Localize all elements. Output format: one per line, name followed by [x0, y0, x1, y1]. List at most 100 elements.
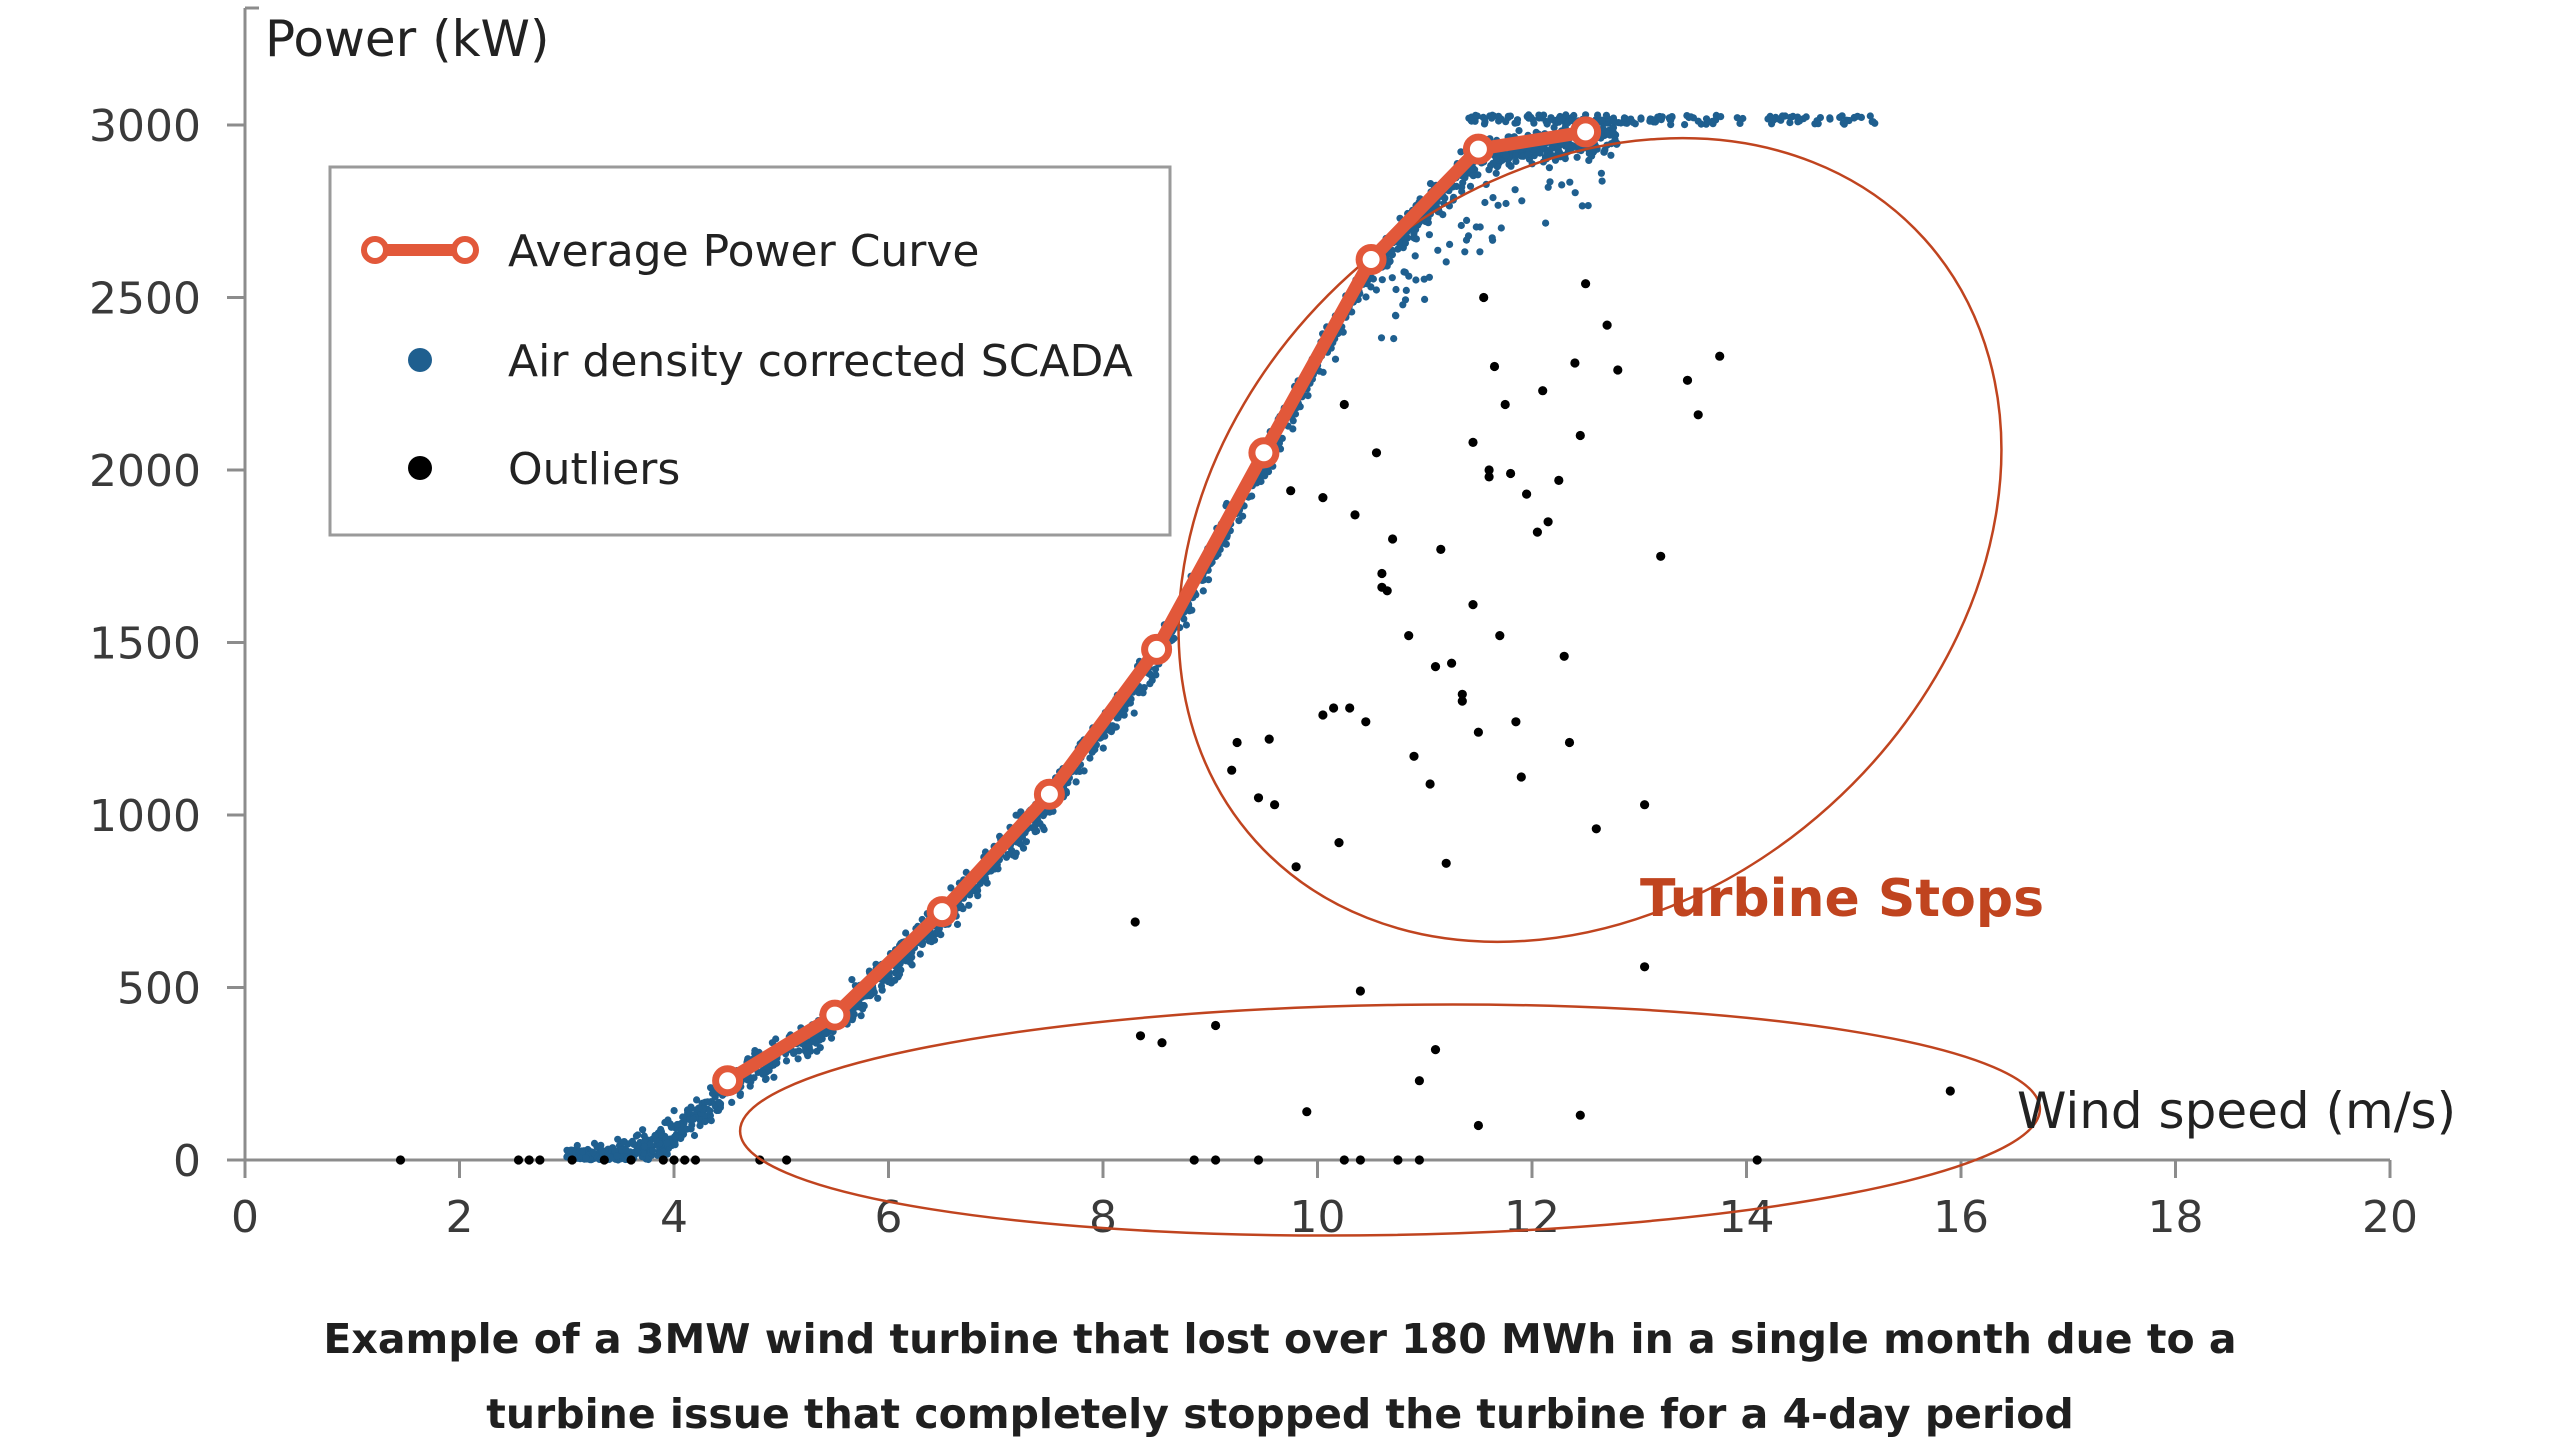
scada-point [1474, 171, 1482, 179]
y-tick-label: 1500 [89, 619, 201, 670]
scada-point [1511, 186, 1519, 194]
outlier-point [1447, 658, 1457, 668]
outlier-point [1715, 351, 1725, 361]
scada-point [770, 1073, 778, 1081]
scada-point [671, 1132, 680, 1141]
axis-labels: Power (kW) Wind speed (m/s) [265, 10, 2456, 1140]
y-tick-label: 3000 [89, 101, 201, 152]
outlier-point [1227, 765, 1237, 775]
scada-point [1561, 155, 1569, 163]
scada-point [1458, 187, 1466, 196]
scada-point [640, 1142, 649, 1151]
outlier-point [669, 1155, 679, 1165]
outlier-point [680, 1155, 690, 1165]
outlier-point [1355, 986, 1365, 996]
scada-point [1180, 615, 1188, 623]
x-tick-label: 16 [1933, 1192, 1989, 1243]
scada-point [794, 1055, 802, 1063]
outlier-point [1361, 717, 1371, 727]
outlier-point [1441, 858, 1451, 868]
turbine-stops-ellipse [1177, 136, 2003, 944]
caption-line-1: Example of a 3MW wind turbine that lost … [323, 1315, 2237, 1363]
outlier-point [1189, 1155, 1199, 1165]
scada-point [690, 1131, 699, 1140]
scada-point [1425, 231, 1433, 239]
legend-marker [361, 236, 389, 264]
scada-point [1598, 116, 1606, 124]
scada-point [1778, 112, 1786, 120]
scada-point [1515, 127, 1523, 135]
scada-point [1502, 118, 1510, 126]
scada-point [1497, 224, 1505, 232]
outlier-point [1682, 375, 1693, 385]
scada-point [1704, 117, 1712, 125]
scada-point [895, 970, 904, 978]
outlier-point [1559, 651, 1569, 661]
scada-point [1620, 114, 1628, 122]
scada-point [1472, 223, 1480, 231]
outlier-point [1130, 917, 1140, 927]
scada-point [1786, 119, 1794, 127]
outlier-point [1511, 717, 1521, 727]
scada-point [857, 1012, 865, 1020]
scada-point [1421, 295, 1429, 303]
scada-point [953, 920, 962, 929]
scada-point [1768, 115, 1776, 123]
outlier-point [1377, 568, 1387, 579]
scada-point [1466, 182, 1475, 190]
scada-point [1377, 334, 1386, 342]
scada-point [1446, 240, 1454, 248]
outlier-point [1506, 468, 1516, 479]
outlier-point [1211, 1155, 1221, 1165]
outlier-point [1393, 1155, 1403, 1165]
scada-point [1585, 156, 1593, 164]
outlier-point [1495, 631, 1505, 641]
outlier-point [1270, 800, 1280, 810]
scada-point [965, 901, 973, 909]
outlier-point [1532, 527, 1542, 537]
scada-point [1031, 822, 1039, 830]
scada-point [701, 1118, 709, 1126]
scada-point [693, 1096, 701, 1104]
scada-point [1401, 268, 1409, 276]
outlier-point [1339, 399, 1349, 410]
outlier-point [1457, 696, 1467, 706]
scada-point [877, 982, 886, 990]
scada-point [1039, 823, 1047, 831]
scada-point [640, 1132, 648, 1140]
scada-point [666, 1120, 674, 1128]
x-tick-label: 0 [231, 1192, 259, 1243]
x-tick-label: 20 [2362, 1192, 2418, 1243]
outlier-point [1425, 779, 1435, 789]
scada-point [1739, 114, 1747, 123]
scada-point [1420, 275, 1428, 283]
legend-marker [451, 236, 479, 264]
scada-point [1362, 293, 1370, 301]
scada-point [1481, 198, 1489, 207]
scada-point [1524, 150, 1532, 158]
scada-point [689, 1115, 697, 1123]
scada-point [1412, 276, 1420, 284]
outlier-point [1693, 410, 1703, 420]
scada-point [1597, 169, 1605, 177]
scada-point [1598, 177, 1606, 185]
scada-point [1439, 211, 1447, 219]
outlier-point [1640, 962, 1650, 972]
scada-point [1489, 194, 1497, 202]
scada-point [1402, 286, 1410, 294]
outlier-point [1575, 430, 1585, 441]
scada-point [1599, 124, 1607, 133]
scada-point [1544, 183, 1552, 191]
scada-point [1487, 162, 1495, 170]
scada-point [813, 1047, 821, 1055]
scada-point [619, 1138, 627, 1146]
scada-point [772, 1059, 780, 1067]
scada-point [795, 1047, 803, 1055]
scada-point [1786, 113, 1794, 121]
scada-point [696, 1122, 704, 1130]
scada-point [1840, 120, 1848, 128]
scada-point [1536, 149, 1544, 157]
zero-power-ellipse [738, 1003, 2042, 1237]
scada-point [1494, 112, 1503, 120]
scada-point [1388, 274, 1396, 282]
